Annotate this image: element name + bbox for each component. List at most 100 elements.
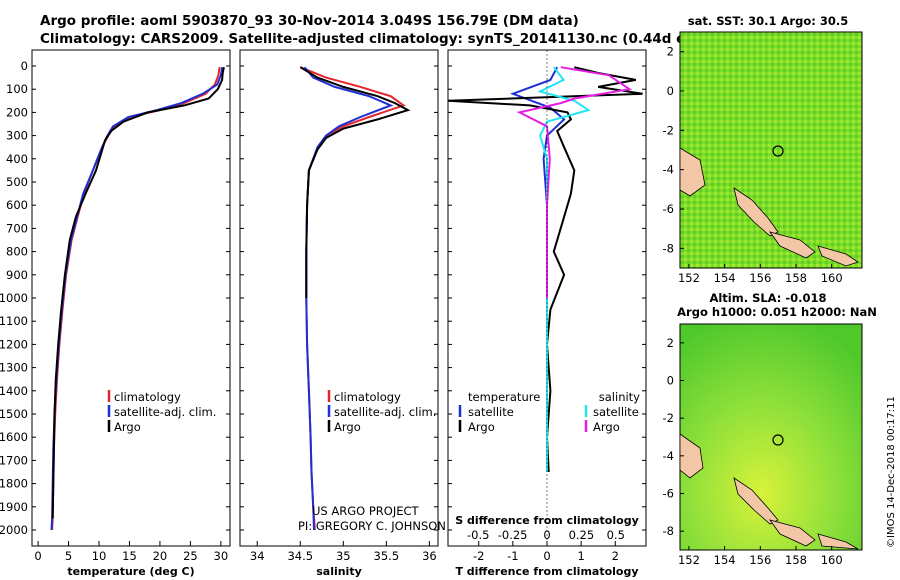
map-ytick-label: -2 [663, 123, 674, 137]
map-ytick-label: 0 [667, 374, 674, 388]
map-ytick-label: -6 [663, 202, 674, 216]
diff-legend-s-argo: Argo [593, 420, 620, 434]
depth-tick-label: 700 [6, 221, 28, 235]
diff-legend-salinity-title: salinity [599, 390, 640, 404]
map-xtick-label: 158 [785, 553, 807, 567]
map-ytick-label: 2 [667, 336, 674, 350]
sal-xtick-label: 35.5 [374, 549, 400, 563]
depth-tick-label: 1600 [0, 430, 28, 444]
map-xtick-label: 156 [749, 553, 771, 567]
temperature-legend: climatology satellite-adj. clim. Argo [107, 390, 216, 434]
temp-xtick-label: 30 [214, 549, 229, 563]
tdiff-xtick-label: -1 [507, 549, 518, 563]
legend-argo-s: Argo [334, 420, 361, 434]
sst-map-title: sat. SST: 30.1 Argo: 30.5 [688, 14, 848, 28]
sla-map-title2: Argo h1000: 0.051 h2000: NaN [677, 305, 877, 319]
salinity-panel [239, 49, 439, 547]
difference-legend: temperature satellite Argo salinity sate… [458, 390, 640, 434]
depth-tick-label: 1800 [0, 477, 28, 491]
tdiff-xtick-label: 1 [577, 549, 584, 563]
depth-tick-label: 1400 [0, 384, 28, 398]
depth-tick-label: 600 [6, 198, 28, 212]
sla-argo-marker [772, 434, 784, 446]
legend-climatology: climatology [114, 390, 181, 404]
diff-line-temperature-argo [447, 66, 643, 473]
map-ytick-label: -4 [663, 449, 674, 463]
sla-map-land [679, 433, 859, 550]
diff-legend-temperature-title: temperature [468, 390, 540, 404]
depth-tick-label: 2000 [0, 523, 28, 537]
map-xtick-label: 154 [714, 553, 736, 567]
depth-tick-label: 500 [6, 175, 28, 189]
tdiff-xtick-label: 0 [543, 549, 550, 563]
map-ytick-label: -6 [663, 487, 674, 501]
map-xtick-label: 152 [678, 553, 700, 567]
diff-legend-t-satellite: satellite [468, 405, 514, 419]
sla-map-axes: 2 0 -2 -4 -6 -8 152 154 156 158 160 [663, 336, 843, 567]
depth-tick-label: 900 [6, 268, 28, 282]
map-xtick-label: 152 [678, 271, 700, 285]
series-line-climatology [51, 67, 221, 531]
salinity-xlabel: salinity [316, 565, 362, 578]
depth-tick-label: 400 [6, 152, 28, 166]
map-xtick-label: 156 [749, 271, 771, 285]
map-ytick-label: -8 [663, 241, 674, 255]
series-line-argo [51, 66, 225, 519]
series-line-satellite-adj-clim- [50, 67, 224, 531]
sdiff-xlabel: S difference from climatology [455, 514, 639, 527]
temp-xtick-label: 10 [92, 549, 107, 563]
series-line-argo [299, 66, 411, 298]
depth-tick-label: 0 [21, 59, 28, 73]
depth-tick-label: 800 [6, 245, 28, 259]
tdiff-xtick-label: -2 [473, 549, 484, 563]
diff-legend-s-satellite: satellite [593, 405, 639, 419]
temp-xtick-label: 25 [183, 549, 198, 563]
sal-xtick-label: 34.5 [287, 549, 313, 563]
depth-tick-label: 1900 [0, 500, 28, 514]
depth-tick-label: 100 [6, 82, 28, 96]
salinity-legend: climatology satellite-adj. clim. Argo [327, 390, 436, 434]
credit-line2: PI: GREGORY C. JOHNSON [298, 519, 446, 533]
depth-tick-label: 1300 [0, 361, 28, 375]
temp-xtick-label: 15 [122, 549, 137, 563]
depth-tick-label: 1200 [0, 337, 28, 351]
map-ytick-label: 0 [667, 84, 674, 98]
series-line-satellite-adj-clim- [303, 66, 394, 531]
diff-line-temperature-satellite [510, 66, 566, 472]
temp-xtick-label: 20 [153, 549, 168, 563]
credit-line1: US ARGO PROJECT [312, 504, 420, 518]
map-xtick-label: 160 [821, 553, 843, 567]
sdiff-xtick-label: 0.5 [607, 528, 625, 542]
sla-map-title1: Altim. SLA: -0.018 [709, 291, 826, 305]
sst-map-land [679, 147, 859, 267]
depth-axis: 0 100 200 300 400 500 600 700 800 900 1000 1100 1200… [0, 59, 646, 537]
profile-plots: 0 5 10 15 20 25 30 34 34.5 35 35.5 36 -2 -1 0 1 2 -0.5 -0.… [34, 50, 643, 563]
depth-tick-label: 1500 [0, 407, 28, 421]
depth-tick-label: 1000 [0, 291, 28, 305]
sst-map-axes: 2 0 -2 -4 -6 -8 152 154 156 158 160 [663, 45, 843, 285]
tdiff-xtick-label: 2 [612, 549, 619, 563]
legend-satellite-s: satellite-adj. clim. [334, 405, 436, 419]
sdiff-xtick-label: 0.25 [569, 528, 595, 542]
figure-title-line2: Climatology: CARS2009. Satellite-adjuste… [40, 31, 732, 47]
depth-tick-label: 200 [6, 105, 28, 119]
sal-xtick-label: 34 [250, 549, 265, 563]
map-ytick-label: 2 [667, 45, 674, 59]
map-ytick-label: -2 [663, 411, 674, 425]
legend-climatology-s: climatology [334, 390, 401, 404]
map-xtick-label: 158 [785, 271, 807, 285]
sal-xtick-label: 35 [336, 549, 351, 563]
sdiff-xtick-label: -0.25 [498, 528, 528, 542]
legend-argo: Argo [114, 420, 141, 434]
legend-satellite: satellite-adj. clim. [114, 405, 216, 419]
temp-xtick-label: 0 [34, 549, 41, 563]
sal-xtick-label: 36 [422, 549, 437, 563]
imos-stamp: ©IMOS 14-Dec-2018 00:17:11 [886, 396, 897, 548]
figure-title-line1: Argo profile: aoml 5903870_93 30-Nov-201… [40, 13, 579, 29]
diff-legend-t-argo: Argo [468, 420, 495, 434]
depth-tick-label: 300 [6, 129, 28, 143]
map-ytick-label: -8 [663, 524, 674, 538]
diff-line-salinity-argo [516, 66, 633, 298]
map-xtick-label: 160 [821, 271, 843, 285]
